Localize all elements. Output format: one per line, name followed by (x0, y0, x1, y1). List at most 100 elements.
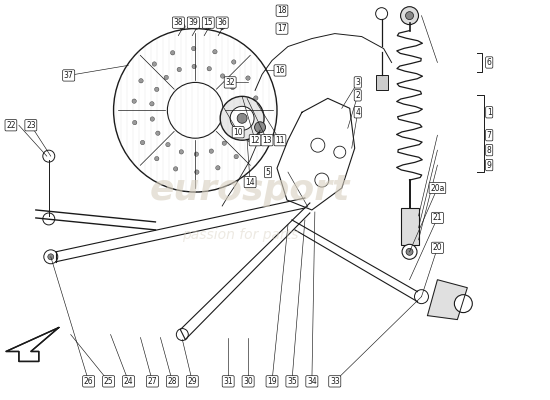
Text: 14: 14 (245, 178, 255, 186)
Circle shape (221, 74, 225, 78)
Text: 11: 11 (275, 136, 285, 145)
Circle shape (48, 254, 54, 260)
Circle shape (155, 87, 159, 92)
Text: 7: 7 (487, 131, 492, 140)
Text: 17: 17 (277, 24, 287, 33)
Text: 19: 19 (267, 377, 277, 386)
Text: 27: 27 (147, 377, 157, 386)
Text: 26: 26 (84, 377, 94, 386)
Circle shape (246, 76, 250, 80)
Text: 33: 33 (330, 377, 340, 386)
Text: 38: 38 (173, 18, 183, 27)
Text: 20a: 20a (430, 184, 444, 192)
Circle shape (179, 24, 185, 29)
Circle shape (236, 115, 241, 119)
Bar (376, 76, 388, 90)
Text: 13: 13 (262, 136, 272, 145)
Circle shape (167, 82, 223, 138)
Circle shape (164, 75, 168, 80)
Text: 1: 1 (487, 108, 492, 117)
Circle shape (44, 250, 58, 264)
Text: 12: 12 (250, 136, 260, 145)
Circle shape (43, 150, 55, 162)
Circle shape (177, 328, 188, 340)
Polygon shape (6, 328, 59, 362)
Text: 2: 2 (355, 91, 360, 100)
Circle shape (152, 62, 157, 66)
Text: 4: 4 (355, 108, 360, 117)
Text: 30: 30 (243, 377, 253, 386)
Bar (400, 208, 419, 245)
Circle shape (255, 122, 266, 133)
Text: 18: 18 (277, 6, 287, 15)
Text: 31: 31 (223, 377, 233, 386)
Circle shape (132, 99, 136, 103)
Circle shape (220, 96, 264, 140)
Text: 15: 15 (204, 18, 213, 27)
Circle shape (454, 295, 472, 313)
Circle shape (400, 7, 419, 25)
Circle shape (194, 152, 199, 156)
Circle shape (232, 60, 236, 64)
Circle shape (334, 146, 346, 158)
Circle shape (195, 170, 199, 174)
Circle shape (192, 64, 196, 69)
Circle shape (311, 138, 325, 152)
Circle shape (234, 154, 238, 159)
Circle shape (170, 51, 175, 55)
Circle shape (216, 166, 220, 170)
Text: 28: 28 (168, 377, 177, 386)
Circle shape (150, 117, 155, 121)
Text: 34: 34 (307, 377, 317, 386)
Circle shape (230, 85, 235, 90)
Text: 8: 8 (487, 146, 492, 155)
Text: 21: 21 (433, 214, 442, 222)
Text: 25: 25 (104, 377, 113, 386)
Text: 32: 32 (226, 78, 235, 87)
Circle shape (133, 120, 137, 125)
Circle shape (376, 8, 388, 20)
Text: 5: 5 (266, 168, 271, 176)
Circle shape (206, 24, 211, 29)
Text: 39: 39 (189, 18, 198, 27)
Circle shape (209, 149, 213, 153)
Circle shape (248, 138, 252, 142)
Text: 35: 35 (287, 377, 297, 386)
Circle shape (219, 24, 225, 29)
Circle shape (402, 244, 417, 259)
Circle shape (207, 66, 211, 71)
Circle shape (150, 102, 154, 106)
Text: 3: 3 (355, 78, 360, 87)
Text: 9: 9 (487, 161, 492, 170)
Text: 20: 20 (433, 243, 442, 252)
Polygon shape (427, 280, 468, 320)
Text: passion for parts: passion for parts (182, 228, 298, 242)
Text: eurosport: eurosport (150, 173, 350, 207)
Circle shape (194, 24, 199, 29)
Circle shape (236, 100, 240, 104)
Circle shape (166, 142, 170, 147)
Circle shape (405, 12, 414, 20)
Circle shape (315, 173, 329, 187)
Text: 24: 24 (124, 377, 133, 386)
Circle shape (43, 213, 55, 225)
Text: 22: 22 (6, 121, 15, 130)
Text: 10: 10 (233, 128, 243, 137)
Text: 37: 37 (64, 71, 74, 80)
Circle shape (230, 106, 254, 130)
Circle shape (140, 140, 145, 145)
Circle shape (173, 167, 178, 171)
Circle shape (254, 117, 258, 122)
Text: 16: 16 (275, 66, 285, 75)
Circle shape (156, 131, 160, 135)
Text: 29: 29 (188, 377, 197, 386)
Circle shape (213, 50, 217, 54)
Circle shape (254, 96, 258, 100)
Circle shape (139, 79, 143, 83)
Circle shape (232, 129, 236, 134)
Circle shape (237, 113, 247, 123)
Circle shape (415, 290, 428, 304)
Circle shape (406, 248, 413, 255)
Circle shape (179, 150, 184, 154)
Circle shape (191, 46, 196, 51)
